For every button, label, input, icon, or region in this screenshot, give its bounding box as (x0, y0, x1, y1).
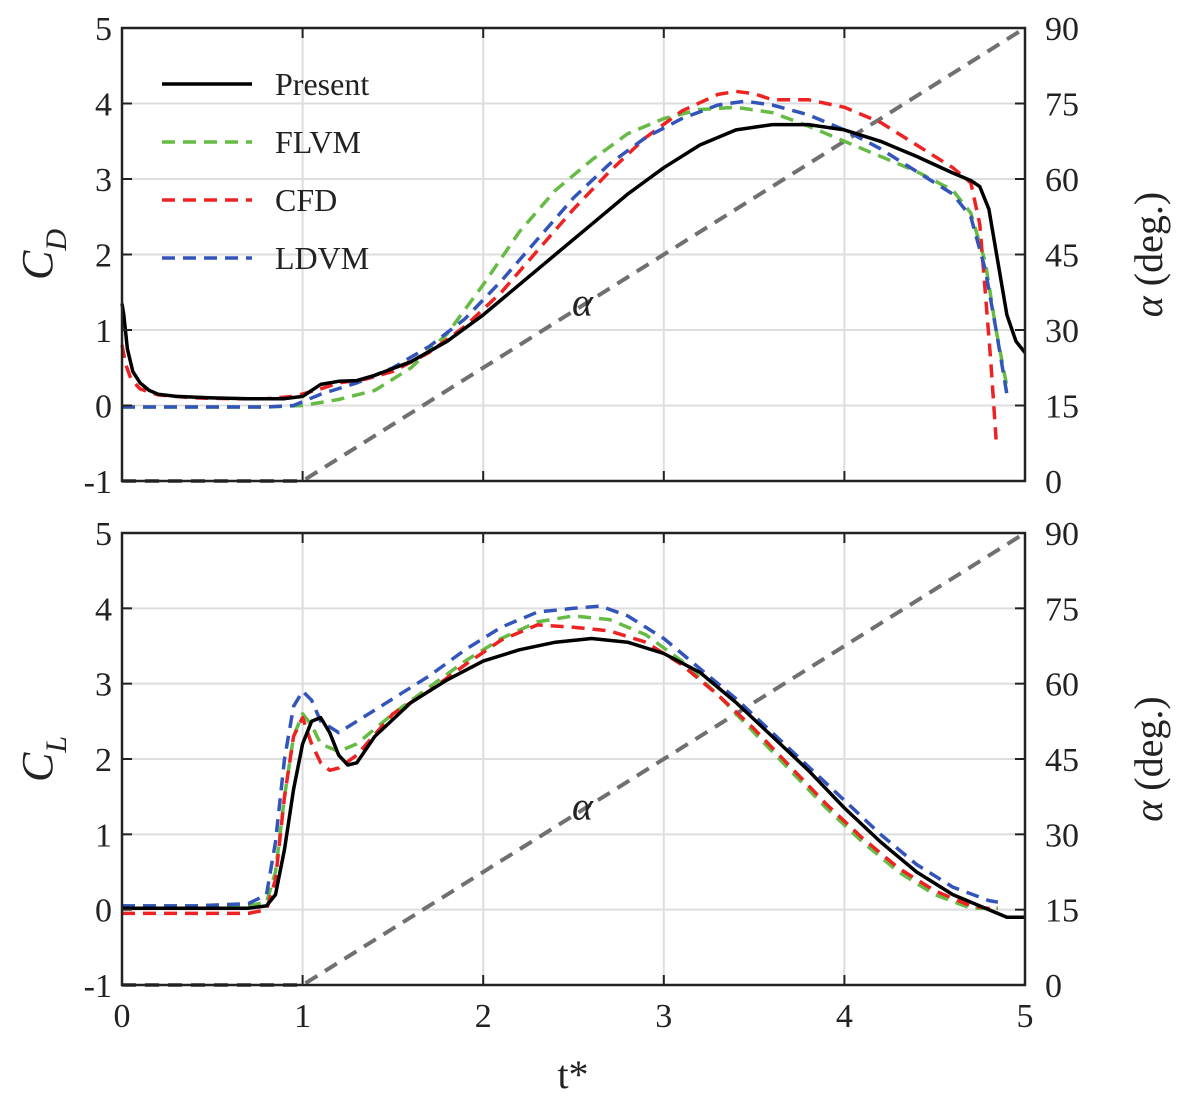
y-tick-label: -1 (84, 464, 112, 501)
x-tick-label: 5 (1017, 998, 1034, 1035)
y-tick-label: 1 (95, 817, 112, 854)
alpha-annotation: α (572, 784, 594, 829)
alpha-line (122, 531, 1027, 987)
y2-tick-label: 75 (1045, 591, 1079, 628)
y2-axis-label: α (deg.) (1126, 696, 1171, 821)
series-line-cfd (122, 623, 999, 916)
y-tick-label: 1 (95, 313, 112, 350)
y-tick-label: -1 (84, 968, 112, 1005)
series-line-present (120, 122, 1027, 401)
y-tick-label: 3 (95, 667, 112, 704)
y-tick-label: 4 (95, 87, 112, 124)
legend-label-ldvm: LDVM (275, 240, 369, 276)
legend-label-flvm: FLVM (275, 124, 361, 160)
y-tick-label: 0 (95, 893, 112, 930)
y2-tick-label: 45 (1045, 238, 1079, 275)
y-tick-label: 0 (95, 389, 112, 426)
x-tick-label: 1 (294, 998, 311, 1035)
y2-tick-label: 0 (1045, 464, 1062, 501)
x-axis-label: t* (557, 1052, 588, 1097)
y-tick-label: 2 (95, 742, 112, 779)
y-axis-label: CD (13, 229, 73, 280)
y-tick-label: 3 (95, 162, 112, 199)
series-line-present (122, 636, 1025, 919)
y2-tick-label: 30 (1045, 817, 1079, 854)
y2-axis-label: α (deg.) (1126, 192, 1171, 317)
legend: Present FLVM CFD LDVM (162, 66, 369, 276)
x-tick-label: 0 (114, 998, 131, 1035)
alpha-annotation: α (572, 279, 594, 324)
y2-tick-label: 15 (1045, 389, 1079, 426)
legend-label-present: Present (275, 66, 369, 102)
y2-tick-label: 60 (1045, 162, 1079, 199)
x-tick-label: 2 (475, 998, 492, 1035)
y2-tick-label: 75 (1045, 87, 1079, 124)
y2-tick-label: 15 (1045, 893, 1079, 930)
legend-label-cfd: CFD (275, 182, 337, 218)
series-line-ldvm (122, 604, 999, 908)
y2-tick-label: 0 (1045, 968, 1062, 1005)
series-line-flvm (122, 614, 998, 910)
y-tick-label: 2 (95, 238, 112, 275)
x-tick-label: 4 (836, 998, 853, 1035)
y2-tick-label: 90 (1045, 11, 1079, 48)
series-line-ldvm (122, 99, 1009, 409)
y2-tick-label: 60 (1045, 667, 1079, 704)
y2-tick-label: 90 (1045, 516, 1079, 553)
y2-tick-label: 45 (1045, 742, 1079, 779)
y-tick-label: 5 (95, 11, 112, 48)
y-tick-label: 5 (95, 516, 112, 553)
y-tick-label: 4 (95, 591, 112, 628)
y-axis-label: CL (13, 736, 73, 782)
y2-tick-label: 30 (1045, 313, 1079, 350)
x-tick-label: 3 (655, 998, 672, 1035)
series-line-cfd (120, 89, 998, 440)
series-line-flvm (122, 105, 1009, 409)
alpha-line (122, 26, 1027, 483)
